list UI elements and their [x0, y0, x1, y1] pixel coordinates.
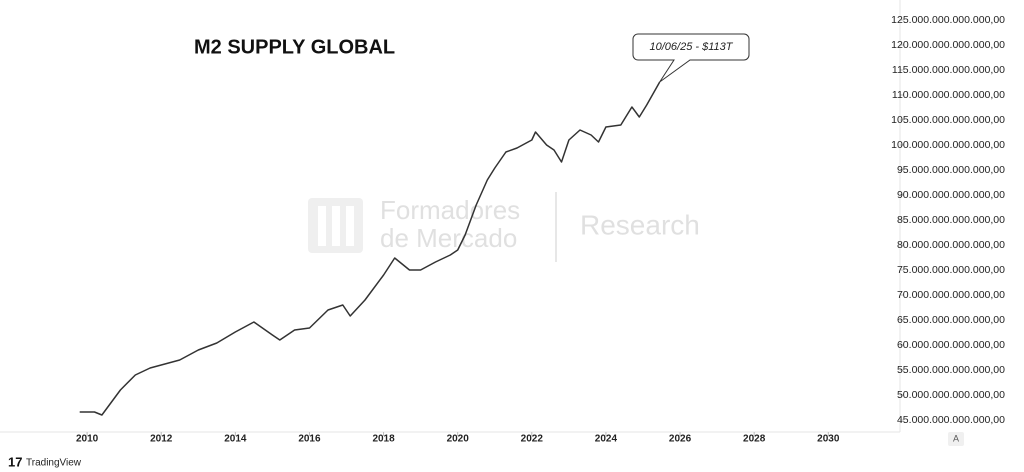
y-tick-label: 90.000.000.000.000,00: [897, 189, 1005, 201]
scale-button-label[interactable]: A: [953, 433, 959, 443]
x-tick-label: 2026: [669, 434, 692, 445]
y-tick-label: 55.000.000.000.000,00: [897, 364, 1005, 376]
x-tick-label: 2014: [224, 434, 247, 445]
x-tick-label: 2016: [298, 434, 321, 445]
annotation-text: 10/06/25 - $113T: [650, 41, 734, 53]
y-tick-label: 95.000.000.000.000,00: [897, 164, 1005, 176]
x-tick-label: 2030: [817, 434, 840, 445]
x-tick-label: 2022: [521, 434, 544, 445]
watermark-logo-bar: [318, 206, 326, 246]
chart-title: M2 SUPPLY GLOBAL: [194, 36, 395, 58]
y-tick-label: 75.000.000.000.000,00: [897, 264, 1005, 276]
watermark-text: Formadores: [380, 195, 520, 225]
y-tick-label: 105.000.000.000.000,00: [891, 114, 1005, 126]
y-tick-label: 65.000.000.000.000,00: [897, 314, 1005, 326]
watermark-logo-bar: [346, 206, 354, 246]
y-tick-label: 45.000.000.000.000,00: [897, 414, 1005, 426]
watermark-logo-bar: [332, 206, 340, 246]
watermark-text: Research: [580, 209, 700, 240]
annotation-box: [632, 33, 750, 83]
y-tick-label: 115.000.000.000.000,00: [892, 64, 1005, 76]
y-tick-label: 80.000.000.000.000,00: [897, 239, 1005, 251]
y-tick-label: 120.000.000.000.000,00: [891, 39, 1005, 51]
watermark: Formadores de Mercado Research: [308, 192, 700, 262]
watermark-text: de Mercado: [380, 223, 517, 253]
y-tick-label: 125.000.000.000.000,00: [891, 14, 1005, 26]
data-line: [79, 81, 661, 416]
brand-logo: 17: [8, 454, 22, 469]
y-tick-label: 110.000.000.000.000,00: [892, 89, 1005, 101]
y-tick-label: 85.000.000.000.000,00: [897, 214, 1005, 226]
y-tick-label: 60.000.000.000.000,00: [897, 339, 1005, 351]
footer-brand: TradingView: [26, 458, 82, 469]
y-tick-label: 50.000.000.000.000,00: [897, 389, 1005, 401]
x-tick-label: 2024: [595, 434, 618, 445]
x-tick-label: 2028: [743, 434, 766, 445]
x-tick-label: 2012: [150, 434, 173, 445]
x-tick-label: 2018: [372, 434, 395, 445]
watermark-logo: [308, 198, 363, 253]
y-tick-label: 100.000.000.000.000,00: [891, 139, 1005, 151]
x-tick-label: 2010: [76, 434, 99, 445]
y-tick-label: 70.000.000.000.000,00: [897, 289, 1005, 301]
scale-button[interactable]: [948, 432, 964, 446]
x-tick-label: 2020: [447, 434, 470, 445]
